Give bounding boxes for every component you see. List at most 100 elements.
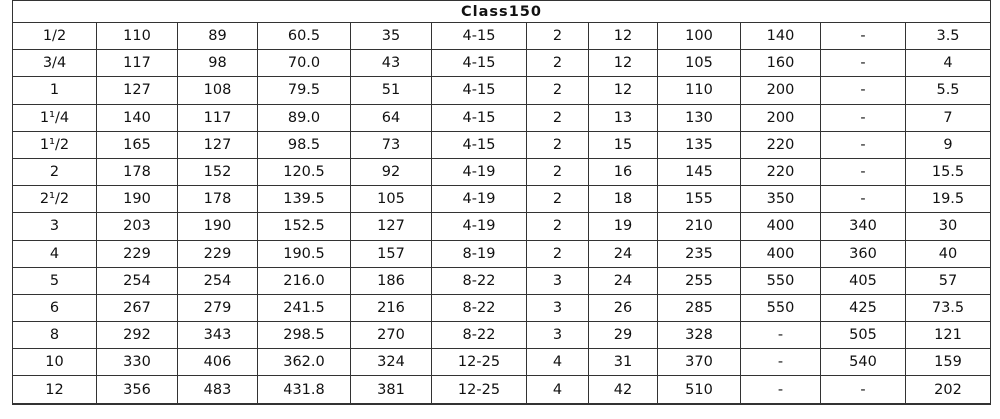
table-cell: 3 [526,293,589,323]
table-cell: 4-15 [431,49,527,78]
table-cell: - [820,76,906,105]
table-cell: 381 [350,375,432,405]
table-cell: 117 [177,103,258,132]
table-cell: 328 [657,321,741,350]
table-cell: 13 [588,103,658,132]
table-cell: - [820,103,906,132]
table-cell: 42 [588,375,658,405]
table-cell: 105 [350,185,432,214]
table-cell: 285 [657,293,741,323]
table-cell: 190.5 [257,239,351,268]
table-row: 3 203 190 152.5 127 4-19 2 19 210 400 340 30 [12,212,991,241]
table-cell: 5.5 [905,76,991,105]
table-cell: 139.5 [257,185,351,214]
table-cell: 220 [740,157,821,187]
table-cell: 4-19 [431,212,527,241]
table-cell: 370 [657,348,741,377]
table-cell: 425 [820,293,906,323]
size-cell: 3 [12,212,97,241]
table-cell: 220 [740,130,821,159]
table-cell: 30 [905,212,991,241]
table-cell: 24 [588,266,658,295]
table-row: 1/2 110 89 60.5 35 4-15 2 12 100 140-3.5 [12,21,991,51]
table-cell: 4-15 [431,21,527,51]
table-cell: 7 [905,103,991,132]
table-cell: 235 [657,239,741,268]
table-cell: 540 [820,348,906,377]
table-cell: 73 [350,130,432,159]
table-row: 1 127 108 79.5 51 4-15 2 12 110 200-5.5 [12,76,991,105]
table-cell: 267 [96,293,178,323]
table-cell: 130 [657,103,741,132]
table-cell: 229 [177,239,258,268]
table-row: 10 330 406 362.0 324 12-25 4 31 370-540 159 [12,348,991,377]
table-cell: 12-25 [431,375,527,405]
table-cell: 18 [588,185,658,214]
size-cell: 6 [12,293,97,323]
table-cell: 120.5 [257,157,351,187]
table-cell: 505 [820,321,906,350]
table-cell: 178 [96,157,178,187]
table-cell: - [740,375,821,405]
size-cell: 2¹/2 [12,185,97,214]
table-cell: 127 [96,76,178,105]
table-title: Class150 [12,0,991,23]
table-cell: - [740,348,821,377]
table-cell: 216.0 [257,266,351,295]
table-cell: 43 [350,49,432,78]
table-cell: 4 [526,375,589,405]
table-cell: 405 [820,266,906,295]
table-cell: 279 [177,293,258,323]
table-cell: 12 [588,76,658,105]
table-cell: 105 [657,49,741,78]
table-cell: 24 [588,239,658,268]
size-cell: 1 [12,76,97,105]
table-cell: 3.5 [905,21,991,51]
table-cell: 255 [657,266,741,295]
size-cell: 10 [12,348,97,377]
table-cell: 2 [526,76,589,105]
table-cell: 254 [96,266,178,295]
table-cell: 2 [526,130,589,159]
table-cell: 29 [588,321,658,350]
table-cell: 152.5 [257,212,351,241]
table-cell: 57 [905,266,991,295]
table-cell: 60.5 [257,21,351,51]
table-row: 5 254 254 216.0 186 8-22 3 24 255 550 405 57 [12,266,991,295]
table-row: 12 356 483 431.8 381 12-25 4 42 510- -202 [12,375,991,405]
table-cell: 343 [177,321,258,350]
table-cell: 110 [657,76,741,105]
table-cell: 89.0 [257,103,351,132]
table-cell: 190 [96,185,178,214]
table-cell: 160 [740,49,821,78]
table-cell: 64 [350,103,432,132]
table-cell: 2 [526,212,589,241]
table-cell: 4-15 [431,76,527,105]
table-cell: 73.5 [905,293,991,323]
table-cell: 145 [657,157,741,187]
table-cell: 2 [526,185,589,214]
table-cell: 8-19 [431,239,527,268]
table-cell: 31 [588,348,658,377]
table-cell: 15 [588,130,658,159]
table-cell: 4-15 [431,130,527,159]
table-cell: 35 [350,21,432,51]
table-cell: - [820,130,906,159]
table-row: 4 229 229 190.5 157 8-19 2 24 235 400 360 40 [12,239,991,268]
table-cell: 406 [177,348,258,377]
table-cell: 165 [96,130,178,159]
table-cell: 155 [657,185,741,214]
table-cell: - [820,375,906,405]
table-cell: 140 [740,21,821,51]
table-cell: 89 [177,21,258,51]
table-cell: 79.5 [257,76,351,105]
table-cell: 2 [526,103,589,132]
table-row: 2¹/2 190 178 139.5 105 4-19 2 18 155 350-19.5 [12,185,991,214]
table-cell: 2 [526,21,589,51]
table-cell: 4-15 [431,103,527,132]
table-cell: 550 [740,266,821,295]
table-cell: 100 [657,21,741,51]
table-cell: 550 [740,293,821,323]
table-cell: 127 [177,130,258,159]
table-cell: 2 [526,239,589,268]
